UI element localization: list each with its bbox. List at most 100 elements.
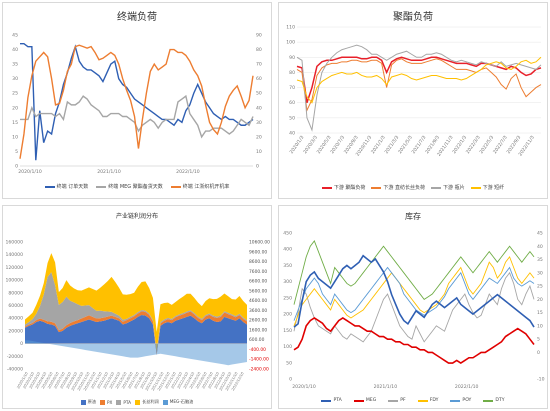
y-left-tick-label: -40000 — [7, 367, 23, 373]
legend-label: 下游 直纺长丝负荷 — [383, 185, 425, 191]
y-left-tick-label: 0 — [20, 341, 23, 347]
legend-item: 原油 — [80, 399, 96, 405]
x-tick-label: 2021/1/10 — [374, 384, 398, 390]
y-right-tick-label: 1600.00 — [249, 327, 267, 333]
series-line — [293, 254, 535, 328]
legend-item: 下游 瓶片 — [431, 184, 465, 191]
series-line — [19, 44, 254, 159]
legend-swatch — [371, 186, 382, 189]
y-right-tick-label: 4600.00 — [249, 298, 267, 304]
legend-label: PF — [400, 398, 406, 403]
y-left-tick-label: 10 — [12, 134, 18, 140]
x-tick-label: 2020/1/10 — [18, 169, 42, 175]
series-line — [296, 58, 542, 113]
legend-label: 下游 短纤 — [482, 185, 505, 191]
legend-label: 终端 MEG 聚酯备货天数 — [108, 184, 163, 190]
series-area — [25, 340, 247, 366]
y-right-tick-label: 7600.00 — [249, 269, 267, 275]
legend-item: PF — [388, 398, 406, 403]
y-right-tick-label: 5600.00 — [249, 288, 267, 294]
y-right-tick-label: 9600.00 — [249, 249, 267, 255]
y-right-tick-label: 40 — [256, 105, 262, 111]
y-tick-label: 40 — [289, 131, 295, 137]
y-right-tick-label: 50 — [256, 91, 262, 97]
y-left-tick-label: 150 — [283, 328, 292, 334]
inventory-plot: 0 50 100 150 200 250 300 350 400 450 -10 0 5 10 15 20 25… — [283, 231, 545, 391]
legend-swatch — [417, 399, 428, 402]
y-right-tick-label: 10 — [537, 323, 543, 329]
y-right-tick-label: 6600.00 — [249, 279, 267, 285]
legend-label: 终端 江浙织机开机率 — [182, 184, 230, 190]
series-area — [25, 253, 247, 351]
legend-item: MEG — [353, 398, 377, 403]
legend-item: 终端 江浙织机开机率 — [170, 183, 230, 190]
y-right-tick-label: 0 — [256, 164, 259, 170]
y-left-tick-label: 300 — [283, 279, 292, 285]
y-right-tick-label: 45 — [537, 231, 543, 237]
y-right-tick-label: 20 — [537, 297, 543, 303]
series-area — [25, 311, 247, 356]
legend-swatch — [135, 399, 141, 405]
y-left-tick-label: 450 — [283, 231, 292, 237]
legend-item: POY — [450, 398, 471, 403]
series-area — [25, 315, 247, 356]
y-right-tick-label: 70 — [256, 62, 262, 68]
y-left-tick-label: 40000 — [8, 316, 23, 322]
legend-swatch — [96, 185, 107, 188]
y-right-tick-label: 30 — [256, 120, 262, 126]
legend-swatch — [116, 399, 122, 405]
y-tick-label: 70 — [289, 85, 295, 91]
y-left-tick-label: 5 — [15, 149, 18, 155]
legend-item: DTY — [483, 398, 505, 403]
y-right-tick-label: 30 — [537, 270, 543, 276]
y-tick-label: 80 — [289, 70, 295, 76]
legend-item: PTA — [321, 398, 342, 403]
x-tick-label: 2021/1/10 — [97, 169, 121, 175]
legend-item: FDY — [417, 398, 438, 403]
y-left-tick-label: 35 — [12, 62, 18, 68]
y-left-tick-label: 160000 — [5, 240, 23, 246]
y-left-tick-label: 200 — [283, 312, 292, 318]
series-area — [25, 272, 247, 353]
y-left-tick-label: 15 — [12, 120, 18, 126]
y-tick-label: 110 — [286, 25, 295, 31]
series-line — [293, 255, 535, 327]
series-line — [296, 56, 542, 104]
chart-legend: 下游 聚酯负荷 下游 直纺长丝负荷 下游 瓶片 下游 短纤 — [279, 184, 547, 191]
y-tick-label: 100 — [286, 40, 295, 46]
series-line — [293, 266, 535, 321]
profit-distribution-plot: -40000 -20000 0 20000 40000 60000 80000 100000 1… — [5, 240, 270, 392]
legend-item: 终端 订单天数 — [44, 183, 89, 190]
legend-item: 终端 MEG 聚酯备货天数 — [96, 183, 163, 190]
y-left-tick-label: 25 — [12, 91, 18, 97]
legend-item: 下游 短纤 — [470, 184, 505, 191]
y-right-tick-label: 90 — [256, 33, 262, 39]
legend-item: PX — [100, 399, 112, 405]
legend-swatch — [450, 399, 461, 402]
legend-item: 长丝利润 — [135, 399, 159, 405]
legend-swatch — [162, 399, 168, 405]
y-right-tick-label: 5 — [537, 337, 540, 343]
legend-label: MEG — [365, 398, 377, 403]
chart-inventory: 库存 0 50 100 150 200 250 300 350 400 450 -10 0 5 10 15 2… — [278, 205, 548, 409]
y-right-tick-label: 10 — [256, 149, 262, 155]
y-left-tick-label: 400 — [283, 247, 292, 253]
y-left-tick-label: 40 — [12, 47, 18, 53]
legend-swatch — [80, 399, 86, 405]
legend-label: PTA — [333, 398, 342, 403]
chart-title: 库存 — [405, 212, 421, 221]
chart-title: 产业链利润分布 — [115, 213, 158, 220]
y-left-tick-label: 250 — [283, 295, 292, 301]
y-left-tick-label: 50 — [286, 360, 292, 366]
legend-label: 下游 瓶片 — [443, 185, 465, 191]
y-right-tick-label: -10 — [537, 377, 545, 383]
y-right-tick-label: -1400.00 — [249, 357, 269, 363]
legend-swatch — [470, 186, 481, 189]
x-tick-label: 2020/1/10 — [292, 384, 316, 390]
y-right-tick-label: 15 — [537, 310, 543, 316]
legend-label: 原油 — [87, 399, 96, 404]
x-tick-label: 2022/1/10 — [176, 169, 200, 175]
legend-label: 终端 订单天数 — [56, 184, 89, 190]
legend-label: DTY — [495, 398, 505, 403]
chart-title: 聚酯负荷 — [393, 12, 433, 23]
